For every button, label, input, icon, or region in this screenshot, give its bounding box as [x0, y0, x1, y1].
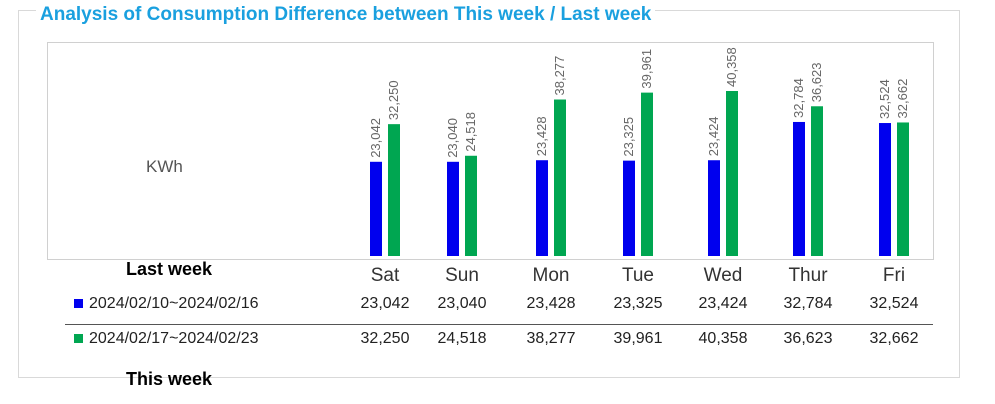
table-cell-this-week-sun: 24,518: [437, 330, 487, 347]
bar-this-week-tue: [641, 92, 653, 256]
category-label-mon: Mon: [532, 265, 570, 286]
last-week-swatch: [74, 299, 83, 308]
bar-last-week-sat: [370, 161, 382, 256]
series-label-last-week: 2024/02/10~2024/02/16: [89, 295, 259, 312]
bar-this-week-sat: [388, 124, 400, 256]
table-cell-this-week-mon: 38,277: [526, 330, 576, 347]
table-cell-last-week-wed: 23,424: [698, 295, 748, 312]
bar-this-week-fri: [897, 122, 909, 257]
y-axis-unit-label: KWh: [146, 157, 183, 176]
table-cell-this-week-wed: 40,358: [698, 330, 748, 347]
this-week-swatch: [74, 334, 83, 343]
data-label-last-week-fri: 32,524: [877, 79, 892, 119]
bar-this-week-sun: [465, 155, 477, 256]
bar-last-week-tue: [623, 160, 635, 256]
category-label-thur: Thur: [788, 265, 828, 286]
data-label-this-week-fri: 32,662: [895, 79, 910, 119]
bar-last-week-mon: [536, 160, 548, 256]
last-week-caption: Last week: [126, 259, 213, 279]
data-label-last-week-sun: 23,040: [445, 118, 460, 158]
bar-this-week-thur: [811, 106, 823, 257]
bar-this-week-wed: [726, 91, 738, 256]
data-label-this-week-sat: 32,250: [386, 80, 401, 120]
table-cell-this-week-fri: 32,662: [869, 330, 919, 347]
chart-title: Analysis of Consumption Difference betwe…: [36, 4, 656, 26]
bar-last-week-wed: [708, 160, 720, 256]
data-label-this-week-wed: 40,358: [724, 47, 739, 87]
table-cell-last-week-thur: 32,784: [783, 295, 833, 312]
series-label-this-week: 2024/02/17~2024/02/23: [89, 330, 259, 347]
category-label-fri: Fri: [882, 265, 906, 286]
legend-row-this-week: 2024/02/17~2024/02/23 32,250 24,518 38,277…: [70, 328, 932, 356]
table-cell-last-week-fri: 32,524: [869, 295, 919, 312]
data-label-this-week-tue: 39,961: [639, 49, 654, 89]
bar-last-week-thur: [793, 121, 805, 256]
bar-last-week-sun: [447, 161, 459, 256]
table-cell-this-week-sat: 32,250: [360, 330, 410, 347]
data-label-last-week-tue: 23,325: [621, 117, 636, 157]
category-label-sat: Sat: [370, 265, 400, 286]
table-cell-last-week-mon: 23,428: [526, 295, 576, 312]
table-cell-last-week-sun: 23,040: [437, 295, 487, 312]
data-label-this-week-sun: 24,518: [463, 112, 478, 152]
bar-this-week-mon: [554, 99, 566, 256]
table-cell-this-week-tue: 39,961: [613, 330, 663, 347]
data-label-last-week-thur: 32,784: [791, 78, 806, 118]
data-label-last-week-wed: 23,424: [706, 116, 721, 156]
data-label-this-week-mon: 38,277: [552, 56, 567, 96]
legend-row-last-week: 2024/02/10~2024/02/16 23,042 23,040 23,428…: [70, 293, 932, 321]
table-divider: [65, 324, 933, 325]
table-cell-last-week-tue: 23,325: [613, 295, 663, 312]
bar-last-week-fri: [879, 123, 891, 256]
data-label-last-week-sat: 23,042: [368, 118, 383, 158]
plot-area: [47, 42, 934, 260]
table-cell-last-week-sat: 23,042: [360, 295, 410, 312]
category-label-tue: Tue: [621, 265, 655, 286]
data-label-this-week-thur: 36,623: [809, 63, 824, 103]
category-label-wed: Wed: [703, 265, 743, 286]
category-label-sun: Sun: [445, 265, 479, 286]
this-week-caption: This week: [126, 369, 213, 389]
data-label-last-week-mon: 23,428: [534, 116, 549, 156]
table-cell-this-week-thur: 36,623: [783, 330, 833, 347]
